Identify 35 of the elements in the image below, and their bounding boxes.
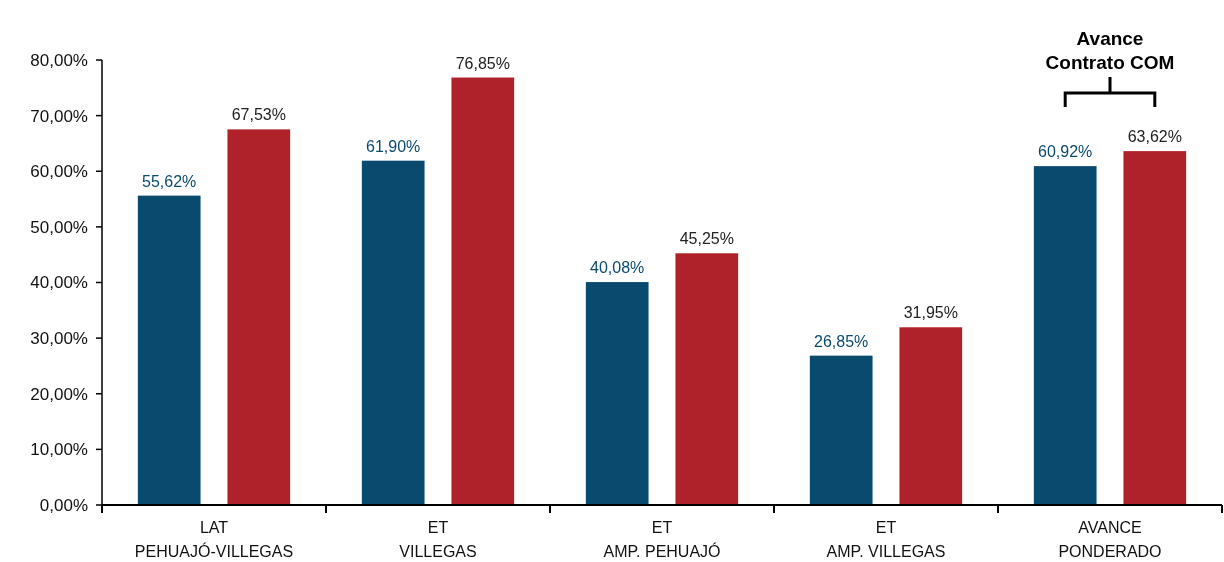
x-tick-label: AVANCE PONDERADO — [1058, 519, 1162, 560]
bar — [585, 282, 649, 505]
y-tick-label: 40,00% — [30, 273, 88, 293]
data-label: 67,53% — [231, 106, 286, 124]
y-tick-label: 70,00% — [30, 106, 88, 126]
y-tick-label: 20,00% — [30, 384, 88, 404]
bar — [1033, 166, 1097, 505]
x-tick-label: ET AMP. PEHUAJÓ — [603, 519, 721, 560]
y-tick-label: 80,00% — [30, 50, 88, 70]
bar — [227, 129, 291, 505]
bar — [899, 327, 963, 505]
data-label: 76,85% — [455, 54, 510, 72]
data-label: 61,90% — [366, 137, 421, 155]
bar — [1123, 151, 1187, 505]
x-tick-label: LAT PEHUAJÓ-VILLEGAS — [134, 519, 294, 560]
y-tick-label: 10,00% — [30, 440, 88, 460]
data-label: 45,25% — [679, 230, 734, 248]
data-label: 63,62% — [1127, 128, 1182, 146]
data-label: 55,62% — [142, 172, 197, 190]
bar — [361, 160, 425, 505]
data-label: 26,85% — [814, 332, 869, 350]
annotation: Avance Contrato COM — [1045, 28, 1175, 74]
x-tick-label: ET VILLEGAS — [399, 519, 477, 560]
bar — [137, 195, 201, 505]
y-tick-label: 0,00% — [39, 495, 88, 515]
data-label: 60,92% — [1038, 143, 1093, 161]
bar — [809, 355, 873, 505]
y-tick-label: 30,00% — [30, 329, 88, 349]
x-tick-label: ET AMP. VILLEGAS — [826, 519, 946, 560]
bar — [675, 253, 739, 505]
data-label: 31,95% — [903, 304, 958, 322]
y-tick-label: 50,00% — [30, 217, 88, 237]
data-label: 40,08% — [590, 259, 645, 277]
y-tick-label: 60,00% — [30, 162, 88, 182]
bar — [451, 77, 515, 505]
